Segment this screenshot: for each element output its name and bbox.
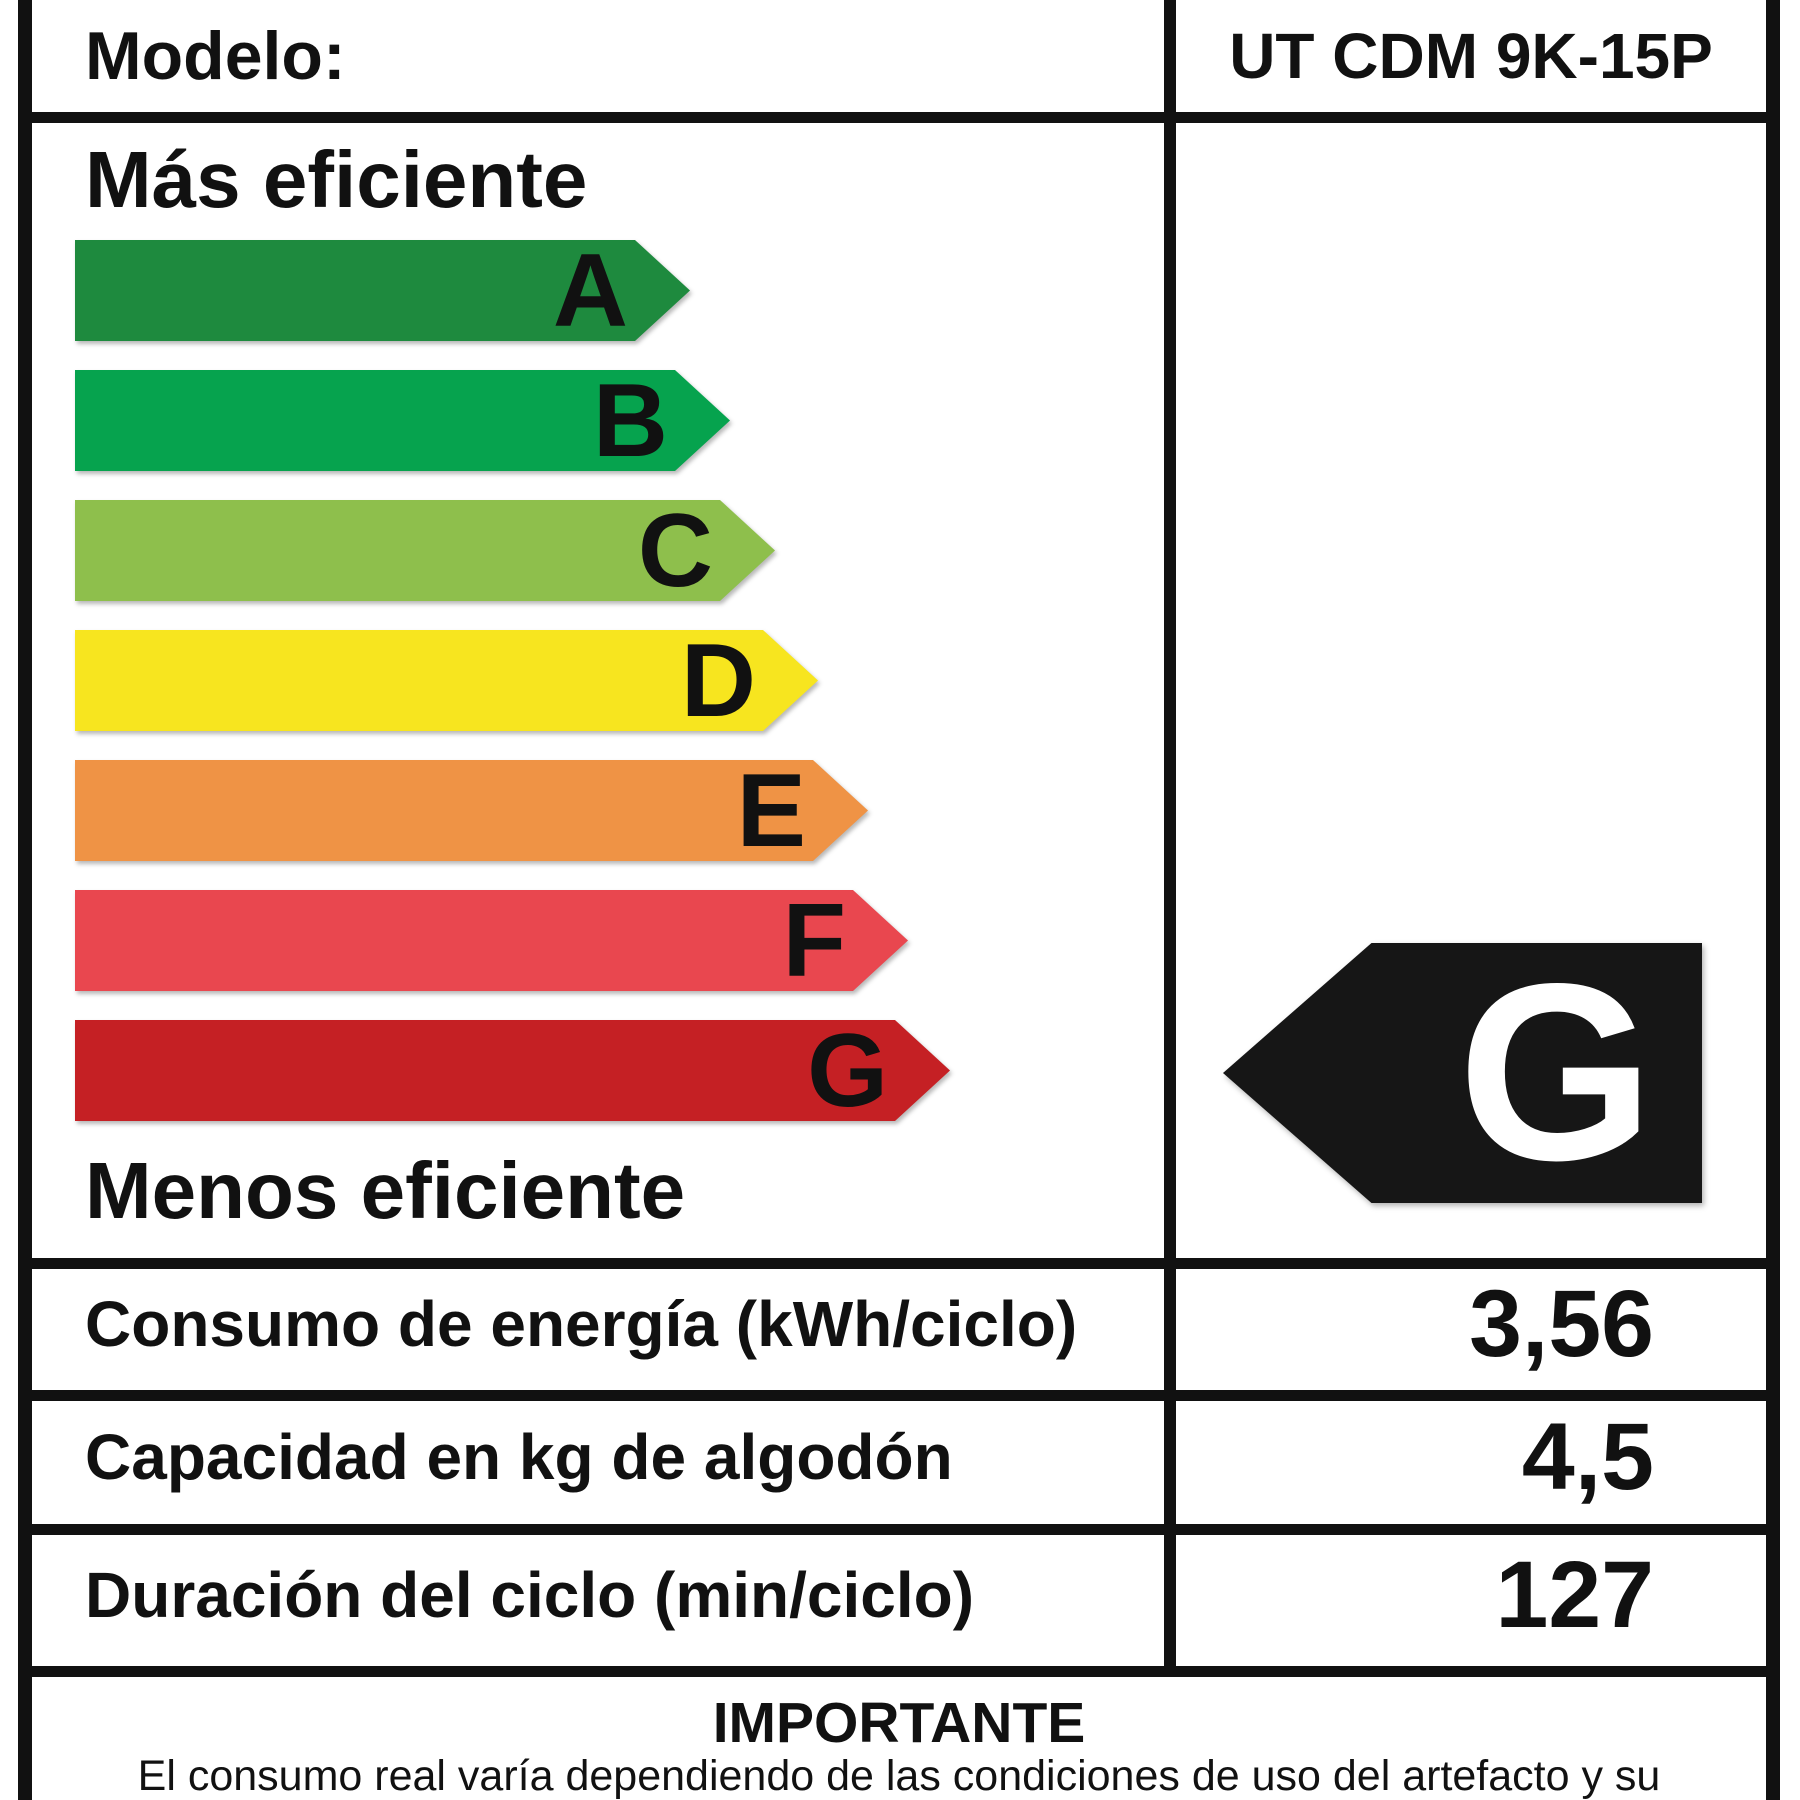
grade-arrow: A xyxy=(75,240,690,341)
grade-letter: A xyxy=(552,232,628,349)
grade-arrow: F xyxy=(75,890,908,991)
rule-above-consumo xyxy=(18,1258,1780,1269)
grade-arrow-shape: G xyxy=(75,1020,950,1121)
model-label: Modelo: xyxy=(85,18,346,94)
rating-arrow: G xyxy=(1223,943,1702,1203)
column-divider xyxy=(1164,0,1176,1677)
important-title: IMPORTANTE xyxy=(712,1691,1086,1755)
grade-arrow-shape: C xyxy=(75,500,775,601)
spec-label: Duración del ciclo (min/ciclo) xyxy=(85,1559,975,1631)
rule-consumo-capacidad xyxy=(18,1390,1780,1401)
important-note: El consumo real varía dependiendo de las… xyxy=(137,1752,1661,1800)
grade-letter: C xyxy=(637,492,713,609)
less-efficient-label: Menos eficiente xyxy=(85,1146,686,1235)
grade-letter: F xyxy=(782,882,846,999)
model-value: UT CDM 9K-15P xyxy=(1229,20,1713,92)
grade-arrow-shape: E xyxy=(75,760,868,861)
more-efficient-label: Más eficiente xyxy=(85,135,588,224)
grade-letter: G xyxy=(807,1012,888,1129)
grade-arrow: D xyxy=(75,630,818,731)
spec-row: Consumo de energía (kWh/ciclo) 3,56 xyxy=(18,1258,1780,1390)
grade-arrow: C xyxy=(75,500,775,601)
grade-letter: E xyxy=(736,752,806,869)
grade-arrow-shape: A xyxy=(75,240,690,341)
rating-arrow-shape: G xyxy=(1223,943,1702,1203)
grade-arrow-shape: B xyxy=(75,370,730,471)
spec-value: 4,5 xyxy=(1521,1403,1654,1510)
rating-letter: G xyxy=(1457,932,1654,1213)
spec-value: 127 xyxy=(1495,1541,1654,1648)
grade-arrow-shape: F xyxy=(75,890,908,991)
spec-row: Duración del ciclo (min/ciclo) 127 xyxy=(18,1524,1780,1666)
spec-label: Consumo de energía (kWh/ciclo) xyxy=(85,1288,1078,1360)
grade-arrow: E xyxy=(75,760,868,861)
spec-row: Capacidad en kg de algodón 4,5 xyxy=(18,1390,1780,1524)
grade-arrow: B xyxy=(75,370,730,471)
rule-under-header xyxy=(18,112,1780,123)
grade-arrow: G xyxy=(75,1020,950,1121)
grade-arrow-shape: D xyxy=(75,630,818,731)
spec-value: 3,56 xyxy=(1469,1270,1654,1377)
left-border xyxy=(18,0,32,1800)
rule-above-importante xyxy=(18,1666,1780,1677)
spec-label: Capacidad en kg de algodón xyxy=(85,1421,953,1493)
right-border xyxy=(1766,0,1780,1800)
grade-letter: B xyxy=(592,362,668,479)
rule-capacidad-duracion xyxy=(18,1524,1780,1535)
grade-letter: D xyxy=(680,622,756,739)
